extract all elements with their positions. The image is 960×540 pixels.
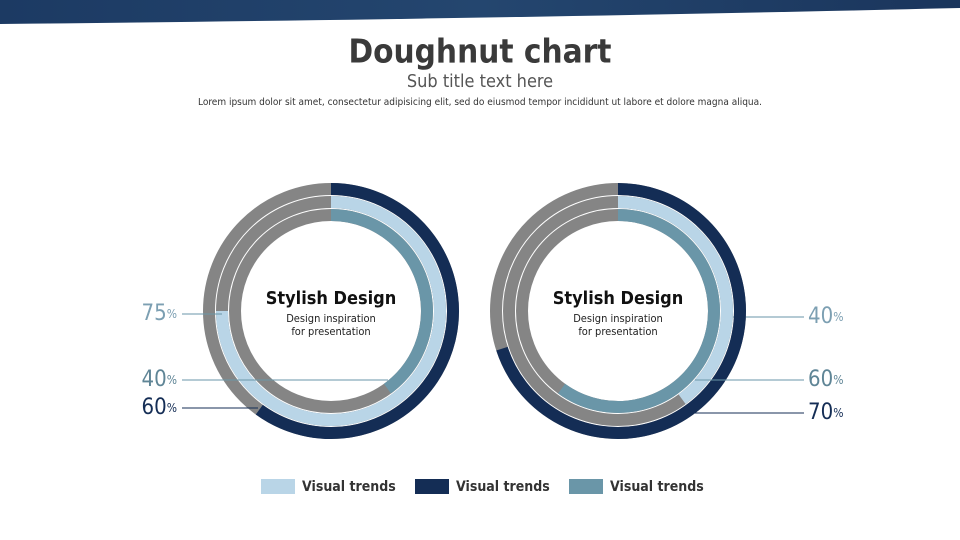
value-label: 70% [808,400,843,425]
center-title: Stylish Design [266,288,397,309]
ring-arc [255,183,459,439]
value-number: 70 [808,400,833,425]
value-unit: % [167,373,177,387]
value-label: 40% [808,304,843,329]
value-label: 60% [808,367,843,392]
center-text: for presentation [578,325,657,338]
value-unit: % [833,406,843,420]
value-number: 60 [808,367,833,392]
value-number: 40 [142,367,167,392]
value-unit: % [833,373,843,387]
center-title: Stylish Design [553,288,684,309]
title: Doughnut chart [348,32,611,71]
legend-label: Visual trends [610,479,704,495]
subtitle: Sub title text here [407,71,553,92]
center-text: for presentation [291,325,370,338]
top-banner [0,0,960,24]
value-label: 40% [142,367,177,392]
ring-arc [216,196,446,426]
center-text: Design inspiration [286,312,376,325]
legend-swatch [569,479,603,494]
value-number: 40 [808,304,833,329]
ring-arc [330,209,433,394]
value-unit: % [167,307,177,321]
value-unit: % [833,310,843,324]
value-number: 75 [142,301,167,326]
center-text: Design inspiration [573,312,663,325]
legend-swatch [261,479,295,494]
ring-arc [496,183,746,439]
legend-label: Visual trends [456,479,550,495]
legend-label: Visual trends [302,479,396,495]
description: Lorem ipsum dolor sit amet, consectetur … [198,97,762,108]
value-unit: % [167,401,177,415]
legend-swatch [415,479,449,494]
ring-arc [558,209,720,413]
value-label: 75% [142,301,177,326]
ring-arc [617,196,733,405]
value-number: 60 [142,395,167,420]
value-label: 60% [142,395,177,420]
